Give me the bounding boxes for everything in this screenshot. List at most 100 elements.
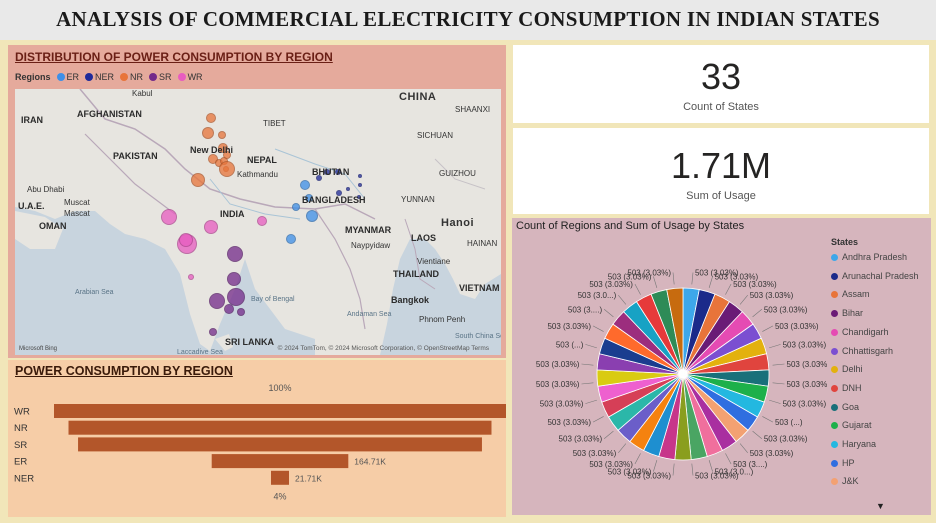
legend-item-er[interactable]: ER — [56, 72, 79, 82]
map-bubble-sr[interactable] — [227, 272, 241, 286]
legend-item-ner[interactable]: NER — [85, 72, 114, 82]
pie-leader-line — [585, 344, 597, 349]
map-bubble-ner[interactable] — [336, 190, 342, 196]
pie-legend-item[interactable]: HP — [831, 458, 855, 468]
map-bubble-er[interactable] — [292, 203, 300, 211]
pie-leader-line — [691, 463, 694, 476]
pie-data-label: 503 (3.03%) — [787, 360, 827, 369]
map-bubble-nr[interactable] — [223, 151, 231, 159]
map-bubble-nr[interactable] — [219, 161, 235, 177]
pie-data-label: 503 (3.03%) — [695, 472, 739, 481]
pie-leader-line — [592, 416, 604, 423]
pie-legend-label: Chhattisgarh — [842, 345, 894, 356]
map-bubble-ner[interactable] — [346, 187, 350, 191]
pie-leader-line — [769, 344, 781, 349]
map-bubble-er[interactable] — [286, 234, 296, 244]
pie-chart[interactable]: 503 (3.03%) 503 (3.03%) 503 (3.03%) 503 (3.… — [512, 218, 827, 513]
pie-legend-item[interactable]: Delhi — [831, 364, 863, 374]
map-bubble-ner[interactable] — [357, 195, 361, 199]
pie-legend-item[interactable]: DNH — [831, 383, 862, 393]
legend-item-nr[interactable]: NR — [120, 72, 143, 82]
map-place-label: IRAN — [21, 115, 43, 125]
map-place-label: Laccadive Sea — [177, 349, 223, 355]
map-bubble-wr[interactable] — [257, 216, 267, 226]
map-bubble-wr[interactable] — [179, 233, 193, 247]
legend-item-sr[interactable]: SR — [149, 72, 172, 82]
map-place-label: MYANMAR — [345, 225, 392, 235]
pie-legend-item[interactable]: Chhattisgarh — [831, 346, 893, 356]
legend-dot-icon — [831, 347, 838, 355]
legend-dot-icon — [85, 73, 94, 81]
pie-slice[interactable] — [666, 287, 684, 375]
legend-scroll-down-icon[interactable]: ▼ — [876, 501, 885, 511]
pie-legend-item[interactable]: Chandigarh — [831, 327, 889, 337]
map-bubble-nr[interactable] — [206, 113, 216, 123]
map-place-label: HAINAN — [467, 239, 498, 248]
map-bubble-er[interactable] — [305, 194, 313, 202]
pie-data-label: 503 (...) — [556, 340, 584, 349]
map-place-label: YUNNAN — [401, 195, 435, 204]
map-bubble-wr[interactable] — [161, 209, 177, 225]
legend-dot-icon — [149, 73, 158, 81]
map-bubble-sr[interactable] — [209, 293, 225, 309]
map-bubble-nr[interactable] — [191, 173, 205, 187]
funnel-value-label: 164.71K — [354, 457, 386, 467]
pie-data-label: 503 (3.03%) — [764, 305, 808, 314]
map-bubble-er[interactable] — [306, 210, 318, 222]
map-bubble-ner[interactable] — [316, 175, 322, 181]
map-place-label: TIBET — [263, 119, 286, 128]
map-place-label: Mascat — [64, 209, 90, 218]
pie-legend-label: Bihar — [842, 308, 864, 319]
pie-data-label: 503 (...) — [775, 418, 803, 427]
map-bubble-sr[interactable] — [227, 288, 245, 306]
pie-legend-item[interactable]: Bihar — [831, 308, 863, 318]
funnel-chart[interactable]: 100% WR NR SR ER 164.71K NER 21.71K 4% — [8, 360, 506, 517]
map-place-label: Kathmandu — [237, 170, 278, 179]
funnel-bar[interactable] — [54, 404, 506, 418]
map-bubble-ner[interactable] — [358, 183, 362, 187]
pie-legend-item[interactable]: J&K — [831, 476, 859, 486]
map-attribution[interactable]: © 2024 TomTom, © 2024 Microsoft Corporat… — [277, 345, 489, 352]
map-place-label: VIETNAM — [459, 283, 500, 293]
map-place-label: Vientiane — [417, 257, 451, 266]
legend-dot-icon — [831, 310, 838, 318]
map-bubble-sr[interactable] — [227, 246, 243, 262]
pie-legend-item[interactable]: Andhra Pradesh — [831, 252, 907, 262]
map-place-label: BANGLADESH — [302, 195, 366, 205]
map-bubble-wr[interactable] — [204, 220, 218, 234]
map-place-label: U.A.E. — [18, 201, 45, 211]
pie-panel: Count of Regions and Sum of Usage by Sta… — [512, 218, 931, 515]
map-place-label: AFGHANISTAN — [77, 109, 142, 119]
funnel-bar[interactable] — [211, 454, 349, 469]
map-place-label: Naypyidaw — [351, 241, 391, 250]
map-place-label: OMAN — [39, 221, 67, 231]
legend-dot-icon — [831, 366, 838, 374]
map-bubble-ner[interactable] — [324, 169, 330, 175]
pie-leader-line — [618, 443, 627, 454]
legend-item-wr[interactable]: WR — [177, 72, 203, 82]
kpi-label: Count of States — [683, 101, 759, 113]
pie-legend-item[interactable]: Arunachal Pradesh — [831, 271, 919, 281]
pie-leader-line — [585, 399, 597, 404]
map-bubble-nr[interactable] — [202, 127, 214, 139]
pie-legend-item[interactable]: Goa — [831, 402, 859, 412]
map-bubble-sr[interactable] — [237, 308, 245, 316]
map-bubble-er[interactable] — [300, 180, 310, 190]
pie-legend-item[interactable]: Haryana — [831, 439, 876, 449]
pie-data-label: 503 (3.03%) — [775, 322, 819, 331]
pie-data-label: 503 (3.03%) — [536, 360, 580, 369]
funnel-bar[interactable] — [78, 437, 482, 452]
funnel-bar[interactable] — [68, 420, 492, 435]
map-canvas[interactable]: Kabul AFGHANISTAN CHINA IRAN TIBET SHAANXI SIC… — [15, 89, 501, 355]
map-bubble-nr[interactable] — [218, 131, 226, 139]
pie-legend-item[interactable]: Gujarat — [831, 420, 872, 430]
funnel-category-label: NR — [14, 423, 28, 434]
map-bubble-sr[interactable] — [224, 304, 234, 314]
funnel-bar[interactable] — [270, 470, 290, 485]
map-bubble-ner[interactable] — [358, 174, 362, 178]
map-bubble-wr[interactable] — [188, 274, 194, 280]
map-bubble-ner[interactable] — [335, 169, 341, 175]
map-bubble-sr[interactable] — [209, 328, 217, 336]
pie-legend-item[interactable]: Assam — [831, 289, 870, 299]
pie-legend-label: HP — [842, 457, 855, 468]
